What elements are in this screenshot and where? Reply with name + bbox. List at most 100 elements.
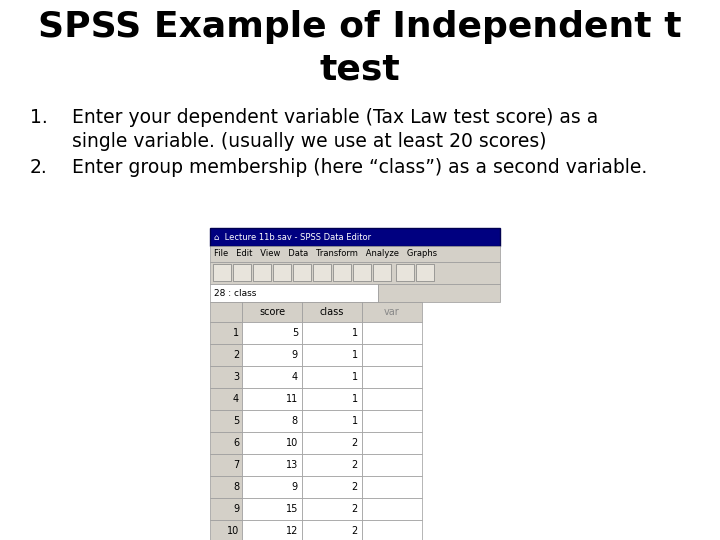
Bar <box>373 264 391 281</box>
Bar <box>210 410 242 432</box>
Text: 7: 7 <box>233 460 239 470</box>
Bar <box>362 498 422 520</box>
Text: 13: 13 <box>286 460 298 470</box>
Bar <box>242 410 302 432</box>
Bar <box>242 388 302 410</box>
Bar <box>362 520 422 540</box>
Text: 1: 1 <box>352 328 358 338</box>
Text: File   Edit   View   Data   Transform   Analyze   Graphs: File Edit View Data Transform Analyze Gr… <box>214 249 437 259</box>
Bar <box>242 322 302 344</box>
Text: Enter group membership (here “class”) as a second variable.: Enter group membership (here “class”) as… <box>72 158 647 177</box>
Text: 8: 8 <box>233 482 239 492</box>
Bar <box>213 264 231 281</box>
Bar <box>242 498 302 520</box>
Bar <box>362 410 422 432</box>
Text: 28 : class: 28 : class <box>214 288 256 298</box>
Text: 1.: 1. <box>30 108 48 127</box>
Bar <box>302 454 362 476</box>
Text: 4: 4 <box>233 394 239 404</box>
Text: 2: 2 <box>352 482 358 492</box>
Bar <box>210 344 242 366</box>
Text: single variable. (usually we use at least 20 scores): single variable. (usually we use at leas… <box>72 132 546 151</box>
Text: 3: 3 <box>233 372 239 382</box>
Text: 12: 12 <box>286 526 298 536</box>
Bar <box>362 476 422 498</box>
Text: 10: 10 <box>227 526 239 536</box>
Text: test: test <box>320 52 400 86</box>
Text: 8: 8 <box>292 416 298 426</box>
Text: SPSS Example of Independent t: SPSS Example of Independent t <box>38 10 682 44</box>
Bar <box>273 264 291 281</box>
Text: score: score <box>259 307 285 317</box>
Text: 5: 5 <box>233 416 239 426</box>
Bar <box>302 520 362 540</box>
Text: 9: 9 <box>292 482 298 492</box>
Bar <box>242 344 302 366</box>
Text: var: var <box>384 307 400 317</box>
Bar <box>210 388 242 410</box>
Text: 1: 1 <box>352 350 358 360</box>
Bar <box>210 432 242 454</box>
Text: 1: 1 <box>352 394 358 404</box>
Text: 4: 4 <box>292 372 298 382</box>
Bar <box>242 302 302 322</box>
Bar <box>313 264 331 281</box>
Bar <box>253 264 271 281</box>
Bar <box>333 264 351 281</box>
Bar <box>233 264 251 281</box>
Bar <box>362 302 422 322</box>
Bar <box>210 246 500 262</box>
Bar <box>302 476 362 498</box>
Bar <box>210 366 242 388</box>
Bar <box>302 498 362 520</box>
Bar <box>302 410 362 432</box>
Bar <box>302 432 362 454</box>
Bar <box>362 366 422 388</box>
Bar <box>210 302 242 322</box>
Text: 10: 10 <box>286 438 298 448</box>
Bar <box>242 366 302 388</box>
Bar <box>302 344 362 366</box>
Bar <box>210 262 500 284</box>
Bar <box>302 302 362 322</box>
Bar <box>302 388 362 410</box>
Text: ⌂  Lecture 11b.sav - SPSS Data Editor: ⌂ Lecture 11b.sav - SPSS Data Editor <box>214 233 371 241</box>
Bar <box>416 264 434 281</box>
Bar <box>242 520 302 540</box>
Text: 2: 2 <box>352 460 358 470</box>
Text: 2: 2 <box>352 526 358 536</box>
Text: 15: 15 <box>286 504 298 514</box>
Text: 2: 2 <box>233 350 239 360</box>
Text: 11: 11 <box>286 394 298 404</box>
Bar <box>210 454 242 476</box>
Bar <box>362 322 422 344</box>
Text: 9: 9 <box>292 350 298 360</box>
Bar <box>362 388 422 410</box>
Bar <box>362 454 422 476</box>
Bar <box>210 228 500 246</box>
Text: 2: 2 <box>352 504 358 514</box>
Text: 2: 2 <box>352 438 358 448</box>
Bar <box>242 476 302 498</box>
Text: 5: 5 <box>292 328 298 338</box>
Bar <box>362 432 422 454</box>
Bar <box>302 322 362 344</box>
Bar <box>293 264 311 281</box>
Text: class: class <box>320 307 344 317</box>
Text: 9: 9 <box>233 504 239 514</box>
Text: 2.: 2. <box>30 158 48 177</box>
Bar <box>242 454 302 476</box>
Bar <box>396 264 414 281</box>
Bar <box>210 322 242 344</box>
Bar <box>242 432 302 454</box>
Bar <box>210 476 242 498</box>
Bar <box>210 284 378 302</box>
Bar <box>378 284 500 302</box>
Bar <box>302 366 362 388</box>
Text: 1: 1 <box>352 416 358 426</box>
Text: 1: 1 <box>352 372 358 382</box>
Bar <box>210 498 242 520</box>
Bar <box>362 344 422 366</box>
Text: 1: 1 <box>233 328 239 338</box>
Text: Enter your dependent variable (Tax Law test score) as a: Enter your dependent variable (Tax Law t… <box>72 108 598 127</box>
